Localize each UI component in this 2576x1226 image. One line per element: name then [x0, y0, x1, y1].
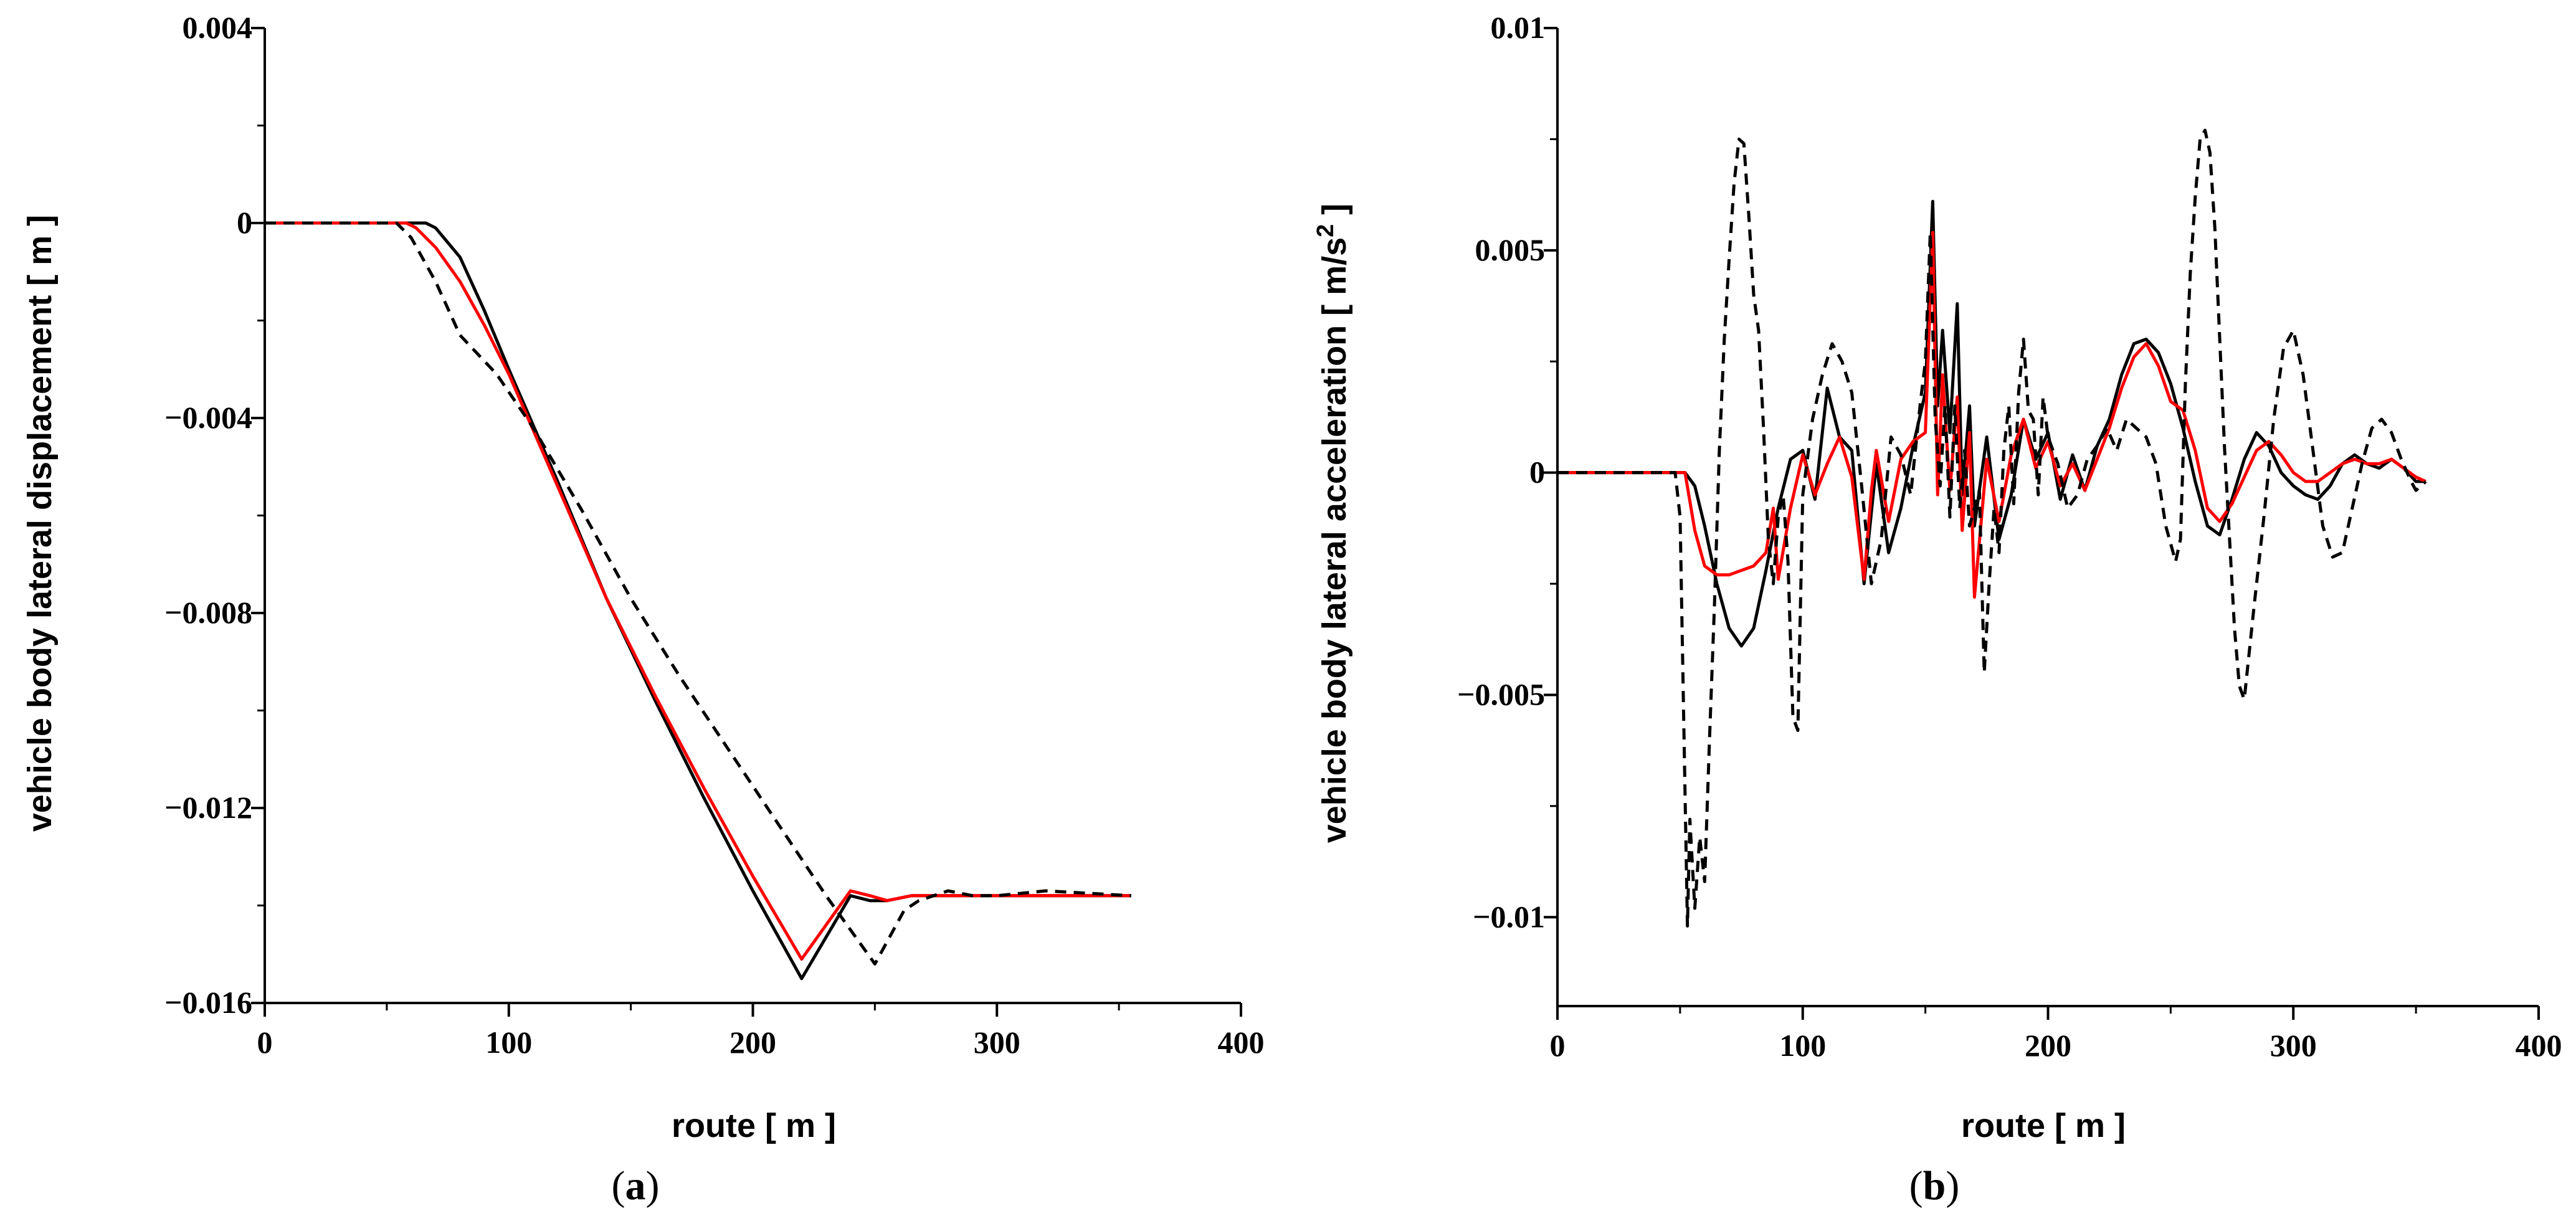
panel-b-caption-letter: b — [1923, 1163, 1946, 1209]
panel-a-series-black-solid — [265, 221, 1131, 981]
panel-a-y-tick-label: −0.012 — [164, 790, 252, 825]
panel-a-x-tick-label: 400 — [1218, 1025, 1265, 1060]
panel-b-series-red-solid — [1557, 230, 2426, 599]
panel-a-y-tick-label: 0 — [237, 205, 252, 240]
panel-b-series-black-solid — [1557, 199, 2426, 648]
panel-b-x-tick-label: 200 — [2025, 1028, 2071, 1063]
panel-a-x-tick-label: 100 — [485, 1025, 532, 1060]
panel-b-x-tick-label: 100 — [1779, 1028, 1826, 1063]
panel-a-ylabel: vehicle body lateral displacement [ m ] — [21, 215, 59, 832]
panel-a-x-tick-label: 300 — [974, 1025, 1020, 1060]
panel-a-caption: (a) — [612, 1163, 660, 1209]
panel-b-ylabel: vehicle body lateral acceleration [ m/s2… — [1313, 204, 1353, 843]
panel-a-series-black-dashed — [265, 221, 1131, 966]
panel-a-x-tick-label: 200 — [730, 1025, 776, 1060]
panel-a-y-tick-label: −0.008 — [164, 595, 252, 630]
panel-b-xlabel: route [ m ] — [1961, 1107, 2126, 1144]
panel-a-xlabel: route [ m ] — [672, 1107, 836, 1144]
panel-b-y-tick-label: −0.005 — [1457, 677, 1545, 711]
panel-b-series-black-dashed — [1557, 128, 2427, 928]
panel-b: 0.01 0.005 0 −0.005 −0.01 0 100 200 300 400 — [1457, 10, 2562, 1063]
panel-b-x-tick-label: 300 — [2270, 1028, 2317, 1063]
panel-a-y-tick-label: −0.016 — [164, 985, 252, 1020]
panel-b-ylabel-sup: 2 — [1313, 224, 1339, 237]
panel-b-y-tick-label: 0.005 — [1475, 232, 1546, 267]
panel-a-x-tick-label: 0 — [257, 1025, 273, 1060]
panel-b-y-tick-label: 0.01 — [1491, 10, 1546, 45]
panel-b-y-tick-label: 0 — [1529, 455, 1545, 490]
panel-b-x-tick-label: 0 — [1550, 1028, 1566, 1063]
panel-b-ylabel-end: ] — [1316, 204, 1353, 224]
panel-a-y-tick-label: −0.004 — [164, 400, 252, 435]
panel-b-x-tick-label: 400 — [2516, 1028, 2562, 1063]
panel-a-y-tick-label: 0.004 — [183, 10, 253, 45]
panel-a-series-red-solid — [265, 221, 1131, 961]
panel-b-y-tick-label: −0.01 — [1473, 899, 1545, 934]
panel-b-ylabel-main: vehicle body lateral acceleration [ m/s — [1316, 237, 1353, 843]
panel-a-caption-letter: a — [625, 1163, 646, 1209]
panel-b-caption: (b) — [1909, 1163, 1960, 1209]
